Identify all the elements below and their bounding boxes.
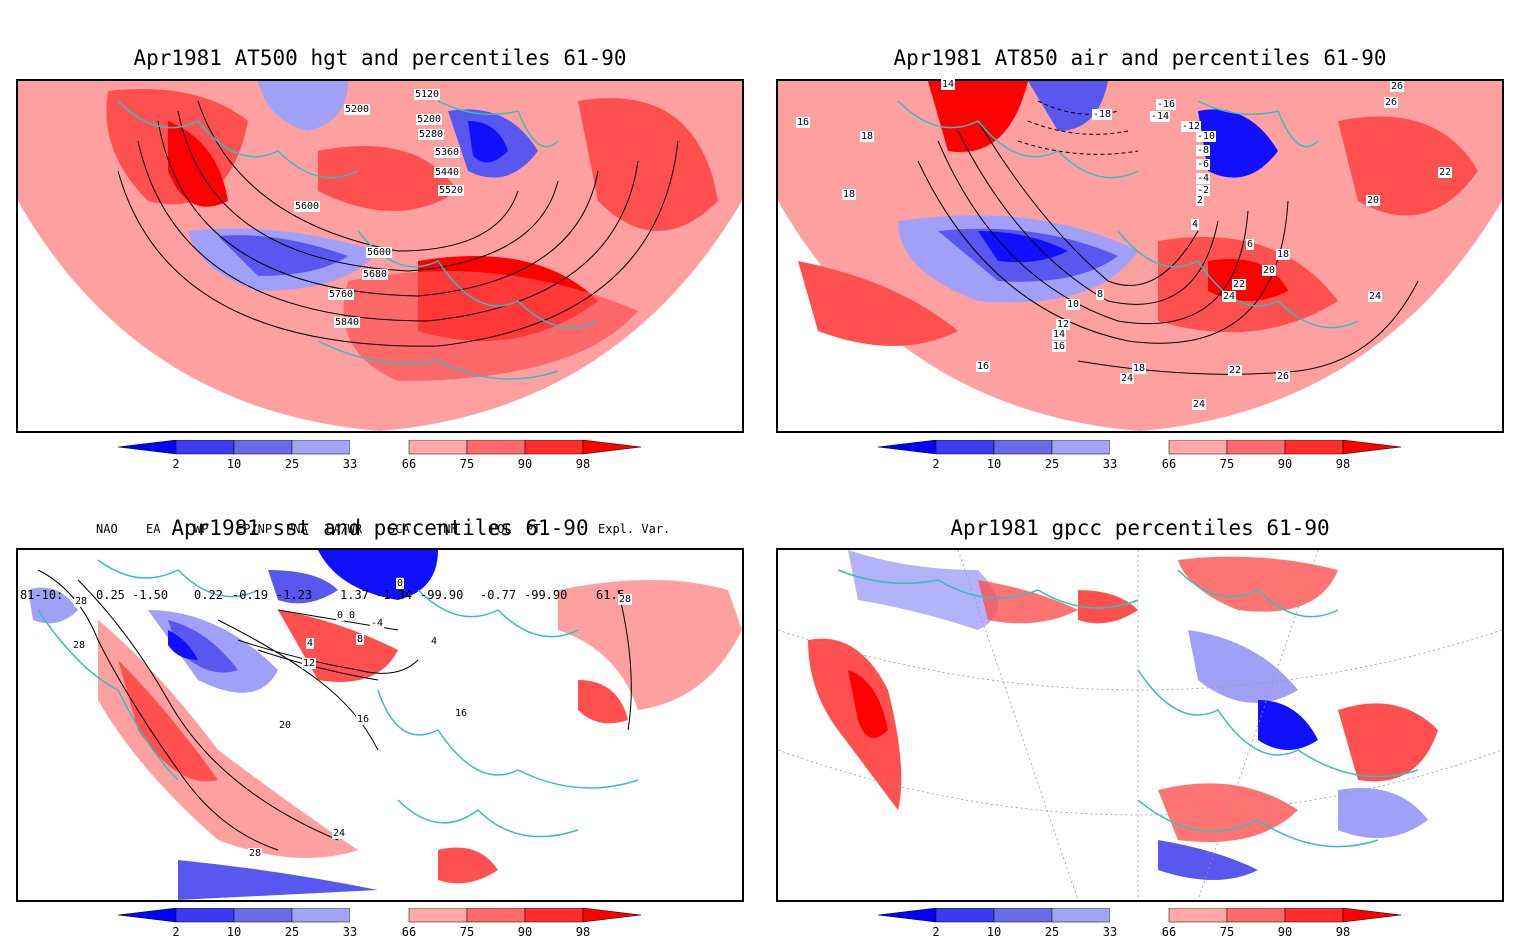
colorbar-label: 75 [1219,925,1235,939]
colorbar-label: 25 [284,925,300,939]
index-header: Expl. Var. [598,522,671,536]
colorbar-top-right-svg [877,439,1402,455]
index-header: PNA [286,522,308,536]
index-header: WP [194,522,209,536]
colorbar-bottom-right: 2 10 25 33 66 75 90 98 [877,907,1408,942]
colorbar-label: 66 [1161,457,1177,471]
colorbar-label: 25 [284,457,300,471]
index-value: -0.19 [232,588,269,602]
map-sst-svg [18,550,742,900]
index-value: 61.5 [596,588,625,602]
colorbar-label: 25 [1044,925,1060,939]
map-hgt500 [16,79,744,433]
map-gpcc-svg [778,550,1502,900]
index-header: POL [490,522,512,536]
colorbar-top-left-svg [117,439,642,455]
index-value: -1.50 [132,588,169,602]
colorbar-bottom-left: 2 10 25 33 66 75 90 98 [117,907,648,942]
colorbar-label: 66 [401,925,417,939]
colorbar-top-left: 2 10 25 33 66 75 90 98 [117,439,648,474]
index-header: EP/NP [236,522,273,536]
index-value: -1.34 [376,588,413,602]
index-header: EA/WR [326,522,363,536]
colorbar-label: 25 [1044,457,1060,471]
colorbar-label: 33 [1102,457,1118,471]
colorbar-label: 2 [172,457,180,471]
colorbar-label: 98 [575,925,591,939]
colorbar-label: 90 [517,925,533,939]
colorbar-bottom-right-svg [877,907,1402,923]
index-header: TNH [436,522,458,536]
index-value: 0.22 [194,588,223,602]
colorbar-label: 2 [932,457,940,471]
index-value: -1.23 [276,588,313,602]
index-header: PT [526,522,541,536]
index-value: -99.90 [524,588,568,602]
colorbar-label: 98 [575,457,591,471]
index-row-label: 81-10: [20,588,64,602]
colorbar-label: 2 [932,925,940,939]
colorbar-label: 98 [1335,925,1351,939]
colorbar-label: 10 [986,457,1002,471]
index-values-row: 81-10: 0.25 -1.50 0.22 -0.19 -1.23 1.37 … [20,584,625,606]
colorbar-label: 33 [342,925,358,939]
panel-title-hgt500: Apr1981 AT500 hgt and percentiles 61-90 [133,46,627,70]
colorbar-label: 75 [459,457,475,471]
colorbar-label: 10 [226,925,242,939]
index-header: SCA [388,522,410,536]
colorbar-top-right: 2 10 25 33 66 75 90 98 [877,439,1408,474]
colorbar-label: 98 [1335,457,1351,471]
panel-title-sst: Apr1981 sst and percentiles 61-90 [171,516,589,540]
colorbar-label: 10 [986,925,1002,939]
map-sst [16,548,744,902]
colorbar-label: 33 [342,457,358,471]
colorbar-label: 66 [401,457,417,471]
index-value: 1.37 [340,588,369,602]
panel-title-air850: Apr1981 AT850 air and percentiles 61-90 [893,46,1387,70]
map-hgt500-svg [18,81,742,431]
panel-title-gpcc: Apr1981 gpcc percentiles 61-90 [950,516,1330,540]
colorbar-label: 75 [1219,457,1235,471]
colorbar-label: 10 [226,457,242,471]
colorbar-label: 90 [1277,457,1293,471]
map-gpcc [776,548,1504,902]
index-value: -99.90 [420,588,464,602]
index-value: -0.77 [480,588,517,602]
colorbar-label: 90 [1277,925,1293,939]
map-air850-svg [778,81,1502,431]
index-header-row: NAO EA WP EP/NP PNA EA/WR SCA TNH POL PT… [20,518,670,540]
colorbar-label: 2 [172,925,180,939]
index-value: 0.25 [96,588,125,602]
colorbar-label: 75 [459,925,475,939]
colorbar-label: 66 [1161,925,1177,939]
colorbar-bottom-left-svg [117,907,642,923]
colorbar-label: 90 [517,457,533,471]
index-header: EA [146,522,161,536]
map-air850 [776,79,1504,433]
index-header: NAO [96,522,118,536]
teleconnection-index-table: NAO EA WP EP/NP PNA EA/WR SCA TNH POL PT… [20,474,670,628]
colorbar-label: 33 [1102,925,1118,939]
